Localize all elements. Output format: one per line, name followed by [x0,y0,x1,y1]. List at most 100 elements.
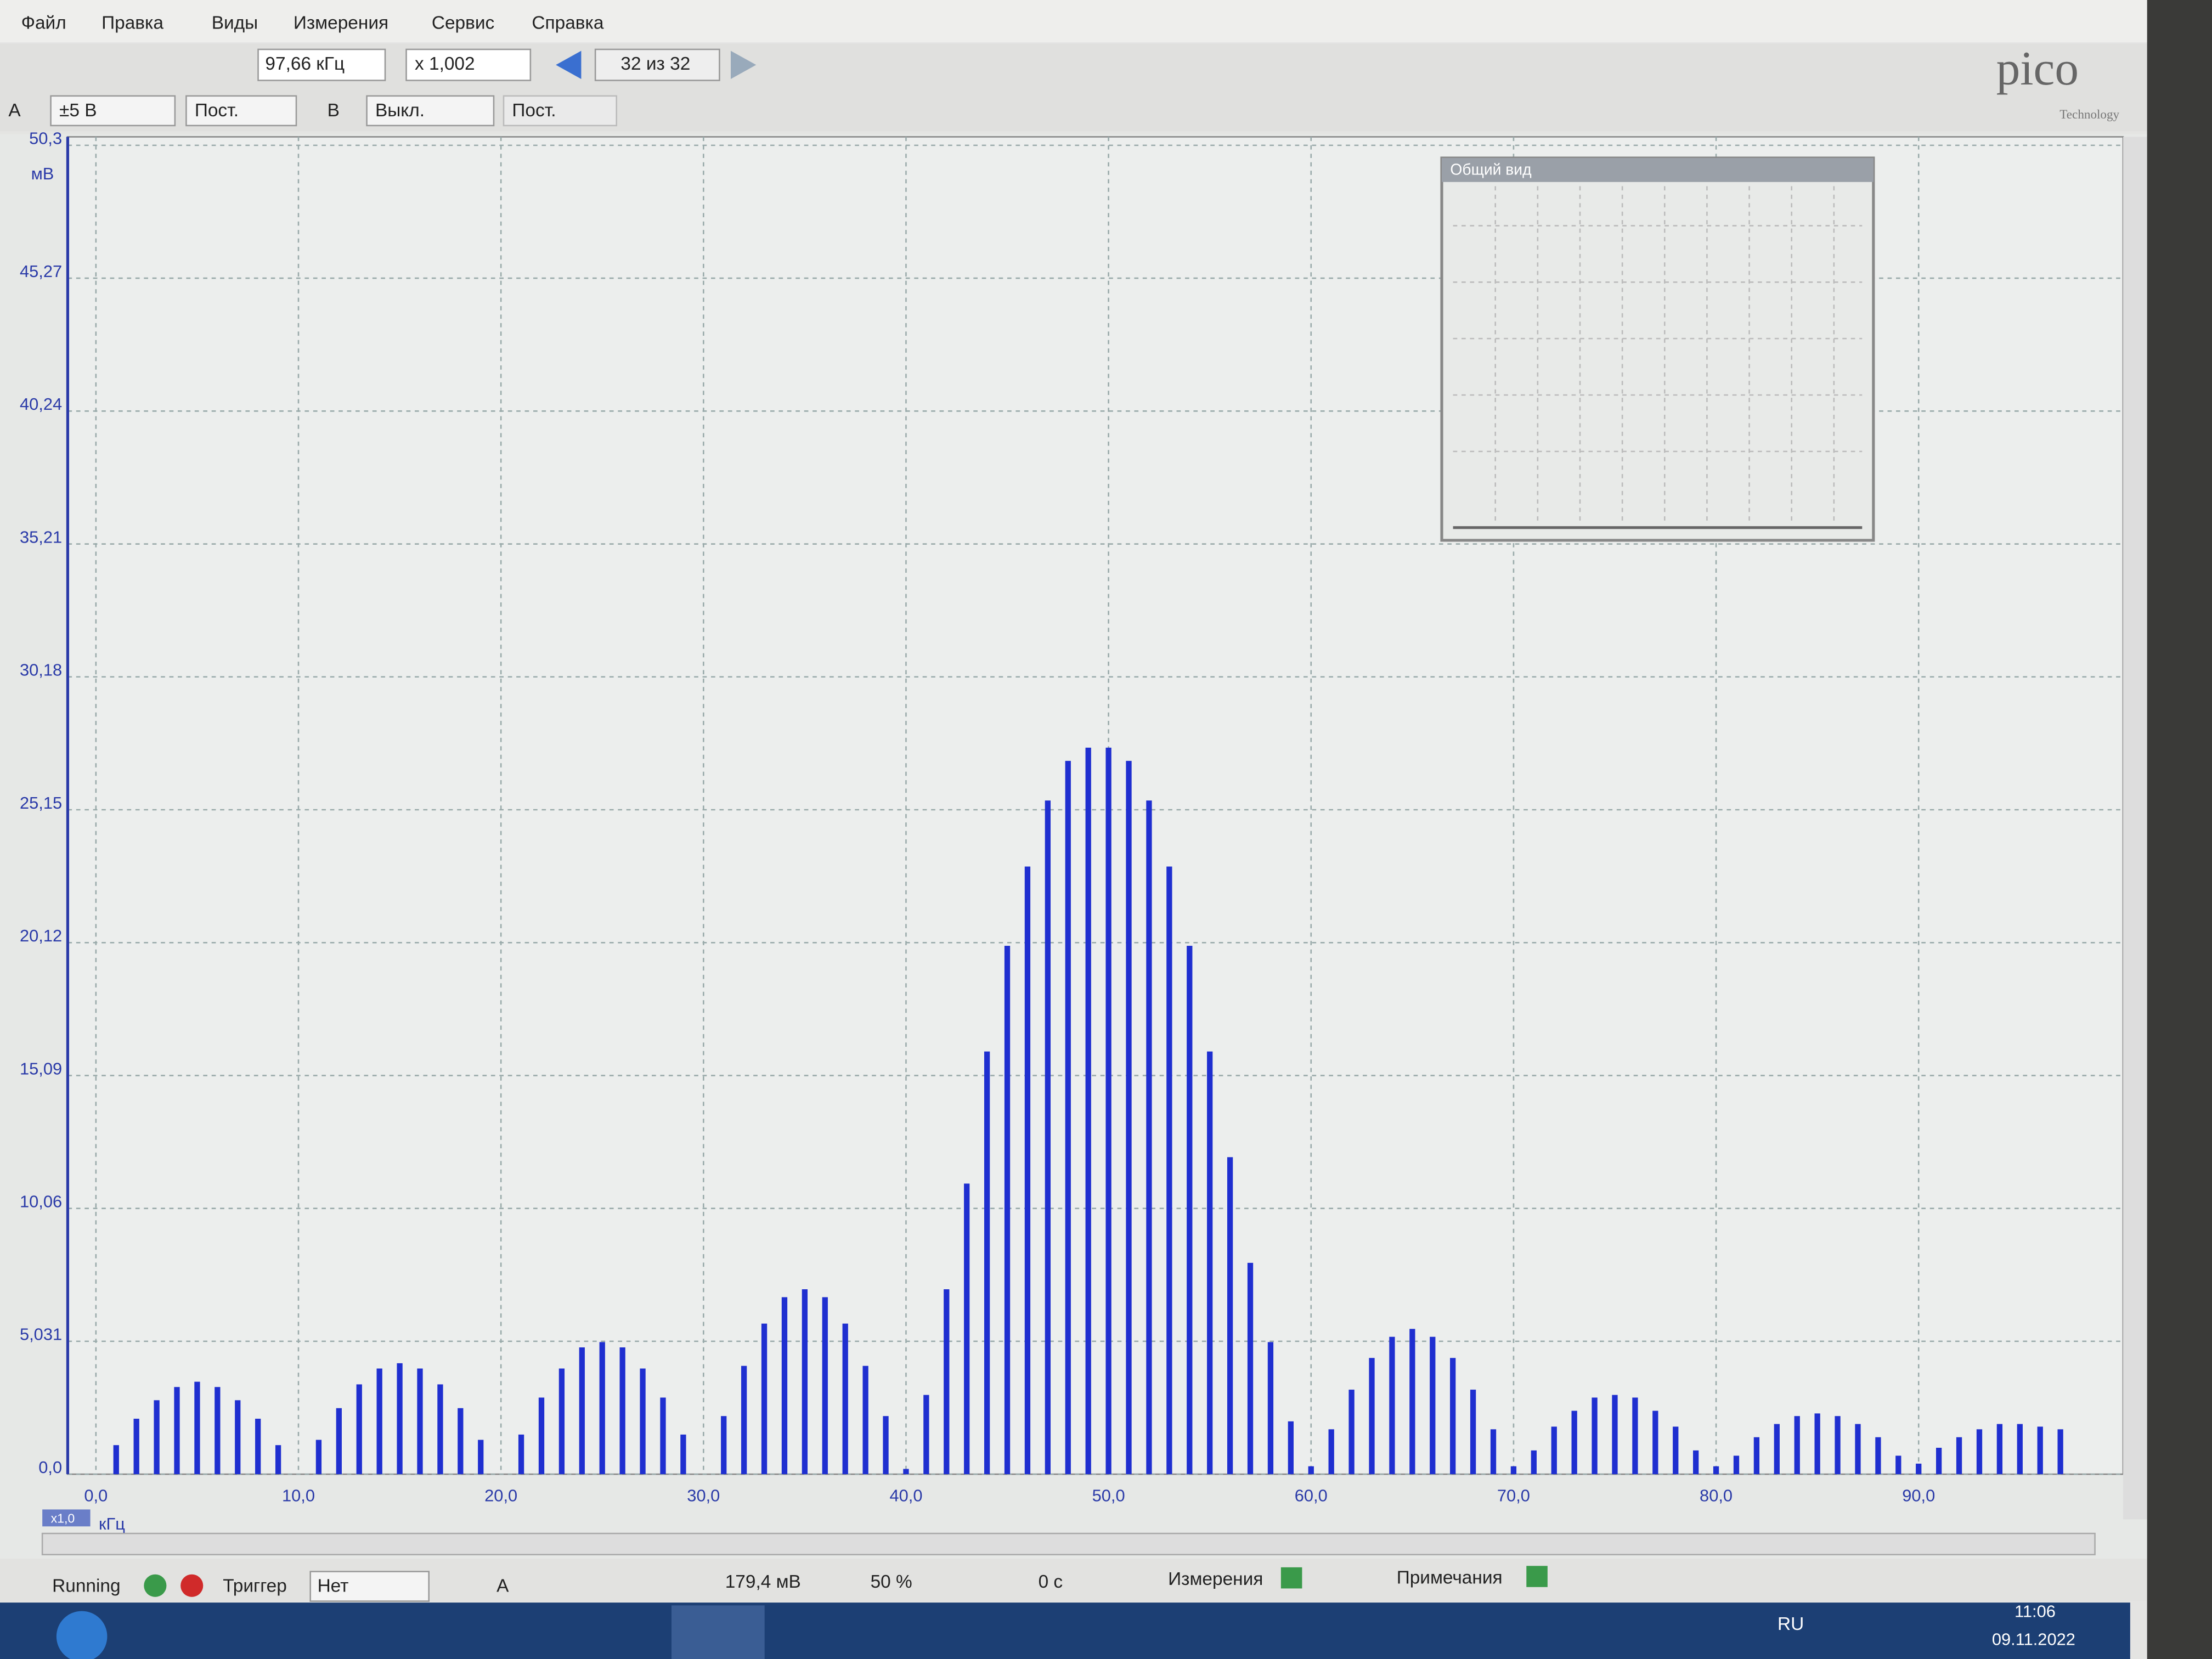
bar [1126,760,1132,1475]
bar [1753,1437,1760,1475]
next-button[interactable] [731,50,757,79]
measurements[interactable]: Измерения [1168,1569,1263,1589]
menu-item[interactable]: Правка [101,13,163,33]
bar [133,1419,139,1475]
bar [1673,1426,1679,1475]
notes-toggle[interactable] [1526,1566,1548,1587]
bar [1227,1157,1233,1475]
y-axis-label: мВ [31,164,54,183]
menu-item[interactable]: Справка [532,13,603,33]
bar [1004,946,1011,1475]
bar [1916,1463,1922,1475]
bar [579,1347,585,1475]
b-coupling: Пост. [512,100,556,121]
menu-item[interactable]: Виды [212,13,258,33]
y-tick-label: 15,09 [20,1059,62,1078]
bar [356,1384,362,1475]
bar [1085,747,1091,1475]
bar [1733,1455,1740,1475]
trigger-level: 179,4 мВ [725,1572,801,1592]
menu-item[interactable]: Измерения [294,13,388,33]
bar [1652,1410,1658,1475]
logo-sub: Technology [2059,108,2119,122]
h-scrollbar[interactable] [41,1532,2096,1555]
span-box[interactable] [257,48,386,81]
y-tick-label: 40,24 [20,394,62,414]
y-tick-label: 25,15 [20,793,62,812]
bar [1105,747,1111,1475]
x-tick-label: 10,0 [282,1486,315,1505]
language[interactable]: RU [1778,1614,1804,1634]
bar [680,1434,686,1475]
b-coupling-box [503,95,617,127]
bar [1632,1397,1638,1475]
x-tick-label: 70,0 [1497,1486,1530,1505]
bar [862,1365,868,1475]
bar [1976,1429,1983,1475]
bar [1024,866,1031,1475]
b-range: Выкл. [375,100,425,121]
overview-window[interactable] [1440,156,1875,542]
bar [721,1416,727,1475]
bar [1936,1447,1942,1475]
a-coupling-box[interactable] [185,95,297,127]
bar [1065,760,1071,1475]
x-scale: x1,0 [51,1511,75,1526]
bar [1409,1329,1415,1475]
x-tick-label: 50,0 [1092,1486,1125,1505]
bar [1450,1358,1456,1475]
y-tick-label: 5,031 [20,1325,62,1344]
bar [1571,1410,1577,1475]
add-measurement[interactable] [1280,1567,1302,1589]
y-tick-label: 50,3 [29,129,62,148]
bar [1308,1466,1314,1475]
bar [154,1400,160,1475]
bar [558,1368,565,1475]
bar [1166,866,1172,1475]
bar [1288,1421,1294,1475]
b-range-box[interactable] [366,95,495,127]
bar [417,1368,423,1475]
bar [437,1384,443,1475]
zoom-box[interactable] [405,48,532,81]
bar [1956,1437,1962,1475]
trigger-mode-box[interactable] [309,1571,430,1602]
y-tick-label: 35,21 [20,527,62,546]
run-button[interactable] [144,1574,167,1597]
bar [336,1408,342,1475]
bar [1328,1429,1334,1475]
clock-time: 11:06 [2015,1601,2056,1621]
monitor-bezel [2147,0,2212,1659]
x-tick-label: 40,0 [889,1486,922,1505]
notes[interactable]: Примечания [1397,1567,1503,1588]
a-range: ±5 В [59,100,97,121]
bar [1389,1336,1395,1475]
a-coupling: Пост. [195,100,239,121]
bar [619,1347,625,1475]
stop-button[interactable] [180,1574,204,1597]
bar [1531,1450,1537,1475]
bar [781,1297,788,1475]
chart: 0,0 5,031 10,06 15,09 20,12 25,15 30,18 35,21 40… [20,129,2124,1505]
prev-button[interactable] [556,50,582,79]
menu-item[interactable]: Файл [21,13,66,33]
overview-grid [1453,186,1863,525]
x-tick-label: 30,0 [687,1486,720,1505]
bar [842,1323,848,1475]
scrollbar[interactable] [2123,137,2147,1520]
bar [1855,1424,1861,1475]
a-range-box[interactable] [50,95,176,127]
bar [1207,1051,1213,1475]
bar [255,1419,261,1475]
bar [397,1363,403,1475]
bar [2057,1429,2063,1475]
bar [1470,1390,1476,1475]
overview-titlebar [1442,158,1874,182]
y-tick-label: 30,18 [20,661,62,680]
active-app[interactable] [672,1605,765,1659]
y-tick-label: 20,12 [20,926,62,945]
bar [903,1469,909,1475]
menu-item[interactable]: Сервис [432,13,494,33]
start-button[interactable] [56,1611,108,1659]
bar [1835,1416,1841,1475]
